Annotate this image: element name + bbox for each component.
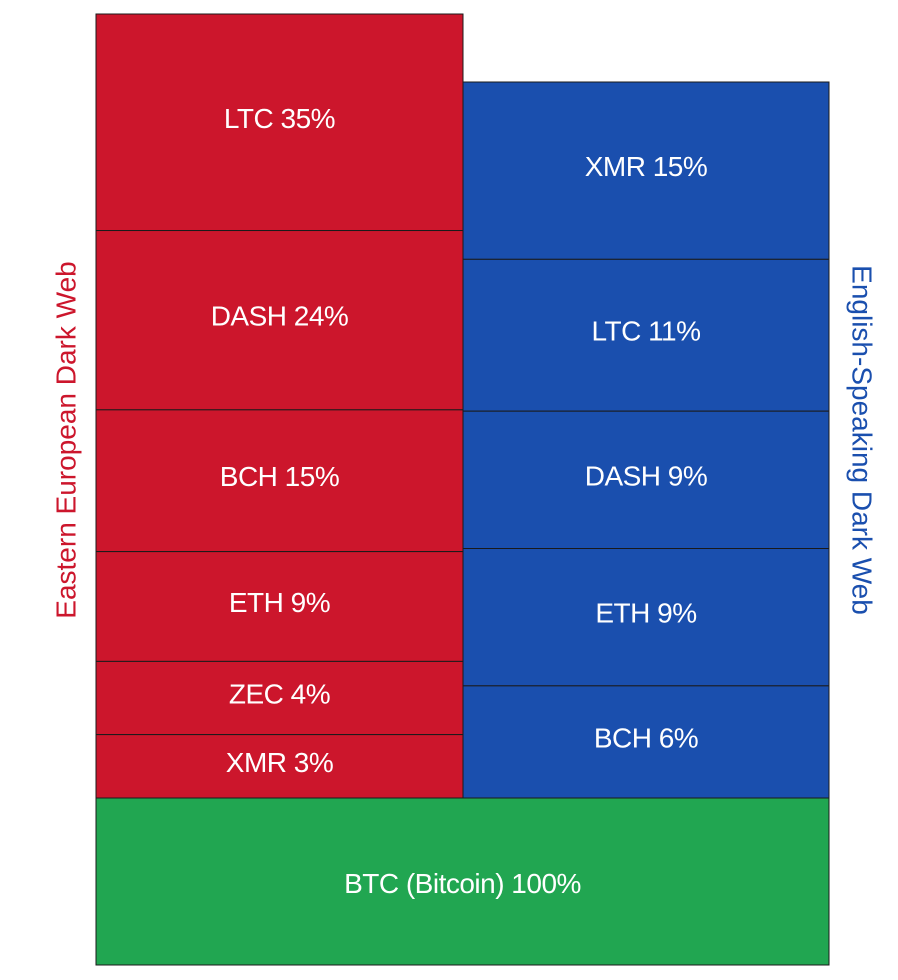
segment-label-english-bch: BCH 6% <box>594 722 698 753</box>
segment-btc-base <box>95 797 830 966</box>
segment-eastern-dash <box>95 230 464 411</box>
left-group-label: Eastern European Dark Web <box>51 261 82 618</box>
segment-english-xmr <box>462 81 830 260</box>
segment-label-english-xmr: XMR 15% <box>585 151 708 182</box>
segment-label-eastern-ltc: LTC 35% <box>224 103 335 134</box>
segment-english-eth <box>462 548 830 687</box>
segment-label-eastern-eth: ETH 9% <box>229 587 330 618</box>
segment-label-btc: BTC (Bitcoin) 100% <box>344 868 581 899</box>
segment-label-eastern-zec: ZEC 4% <box>229 679 330 710</box>
right-group-label: English-Speaking Dark Web <box>847 265 878 615</box>
segment-eastern-ltc <box>95 13 464 232</box>
segment-label-eastern-bch: BCH 15% <box>220 461 339 492</box>
segment-eastern-eth <box>95 551 464 662</box>
segment-label-english-ltc: LTC 11% <box>591 316 700 347</box>
segment-label-eastern-dash: DASH 24% <box>211 301 349 332</box>
segment-label-english-eth: ETH 9% <box>595 598 696 629</box>
segment-eastern-zec <box>95 660 464 736</box>
segment-english-ltc <box>462 258 830 412</box>
chart-segment-labels: LTC 35% DASH 24% BCH 15% ETH 9% ZEC 4% XMR 3%… <box>211 103 708 899</box>
segment-eastern-xmr <box>95 734 464 799</box>
segment-english-bch <box>462 685 830 799</box>
segment-eastern-bch <box>95 409 464 553</box>
segment-label-english-dash: DASH 9% <box>585 460 708 491</box>
chart-blocks <box>95 13 830 966</box>
segment-label-eastern-xmr: XMR 3% <box>226 747 333 778</box>
